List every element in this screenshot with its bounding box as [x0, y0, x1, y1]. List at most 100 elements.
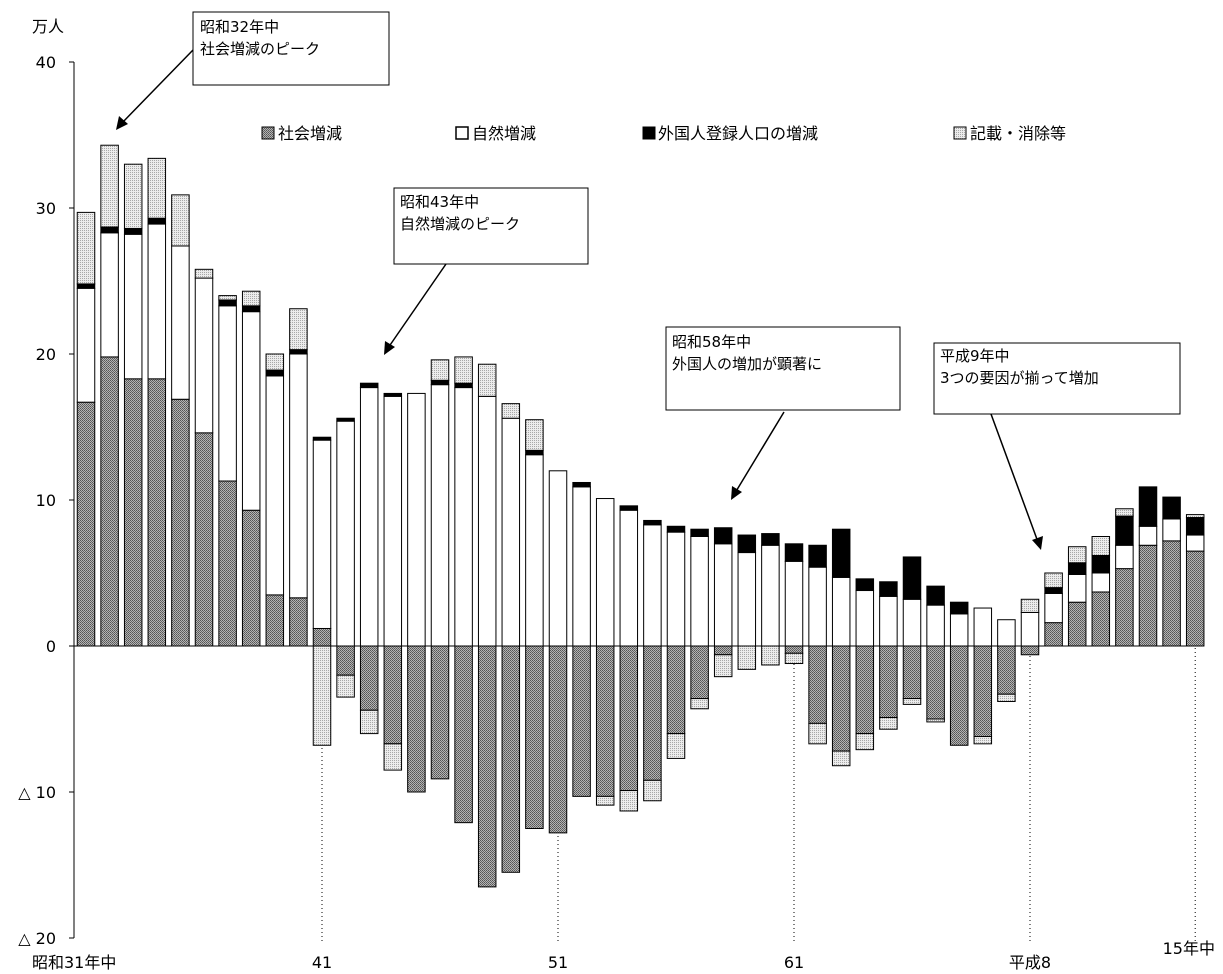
bar-segment-social [171, 398, 190, 647]
bar-segment-natural [997, 619, 1016, 647]
bar-segment-social [265, 594, 285, 647]
y-tick-label: △ 10 [18, 783, 56, 802]
bar-segment-social [1020, 645, 1040, 656]
bar-segment-natural [477, 395, 497, 647]
bar-segment-foreign [123, 227, 143, 235]
bar-segment-foreign [643, 519, 662, 526]
bar-segment-foreign [100, 226, 119, 234]
bar-segment-record [501, 403, 521, 419]
bar-segment-social [477, 645, 497, 888]
bar-segment-social [100, 356, 119, 647]
bars-group [76, 144, 1205, 888]
x-tick-label: 昭和31年中 [32, 953, 116, 972]
bar-segment-social [666, 645, 686, 735]
annotation-2-line1: 昭和43年中 [400, 193, 479, 211]
legend: 社会増減 自然増減 外国人登録人口の増減 記載・消除等 [261, 124, 1066, 143]
bar-segment-record [595, 795, 615, 806]
bar-segment-natural [548, 470, 568, 647]
bar-segment-natural [218, 305, 237, 482]
bar-segment-social [454, 645, 473, 824]
bar-segment-natural [1091, 572, 1111, 593]
annotation-2-line2: 自然増減のピーク [400, 215, 520, 233]
bar-segment-natural [241, 311, 261, 511]
bar-segment-foreign [1044, 587, 1063, 594]
annotation-3-line1: 昭和58年中 [672, 333, 751, 351]
bar-segment-record [100, 144, 119, 228]
bar-segment-social [218, 480, 237, 647]
bar-segment-social [76, 401, 96, 647]
bar-segment-record [359, 709, 379, 735]
x-tick-label: 51 [548, 953, 568, 972]
bar-segment-record [926, 718, 945, 723]
bar-segment-natural [289, 353, 308, 599]
bar-segment-social [548, 645, 568, 834]
bar-segment-foreign [926, 585, 945, 606]
y-axis-ticks: 40 30 20 10 0 △ 10 △ 20 [18, 53, 74, 948]
x-tick-label: 15年中 [1163, 939, 1215, 958]
legend-label-record: 記載・消除等 [970, 124, 1066, 143]
bar-segment-natural [265, 375, 285, 596]
bar-segment-foreign [1115, 515, 1134, 546]
bar-segment-natural [949, 613, 969, 647]
annotation-1-line2: 社会増減のピーク [200, 40, 320, 58]
bar-segment-natural [336, 420, 355, 647]
bar-segment-social [619, 645, 639, 792]
bar-segment-foreign [690, 528, 709, 538]
bar-segment-social [690, 645, 709, 700]
bar-segment-foreign [879, 581, 898, 597]
bar-segment-natural [855, 590, 875, 647]
bar-segment-record [690, 698, 709, 710]
bar-segment-social [312, 627, 332, 647]
x-tick-label: 平成8 [1009, 953, 1051, 972]
bar-segment-foreign [902, 556, 922, 600]
bar-segment-social [926, 645, 945, 720]
bar-segment-social [784, 645, 804, 654]
x-tick-label: 41 [312, 953, 332, 972]
bar-segment-natural [76, 287, 96, 403]
bar-segment-natural [312, 439, 332, 629]
bar-segment-record [265, 353, 285, 371]
bar-segment-social [1067, 601, 1087, 647]
bar-segment-record [336, 674, 355, 698]
bar-segment-social [289, 597, 308, 647]
bar-segment-social [1162, 540, 1181, 647]
bar-segment-record [241, 290, 261, 307]
bar-segment-natural [902, 598, 922, 647]
bar-segment-social [336, 645, 355, 676]
bar-segment-foreign [666, 525, 686, 533]
bar-segment-natural [123, 233, 143, 380]
bar-segment-social [123, 378, 143, 647]
bar-segment-foreign [619, 505, 639, 511]
bar-segment-natural [1162, 518, 1181, 542]
legend-label-foreign: 外国人登録人口の増減 [658, 124, 818, 143]
bar-segment-natural [643, 524, 662, 647]
bar-segment-natural [407, 392, 426, 647]
bar-segment-social [808, 645, 827, 724]
annotation-2-box [393, 187, 589, 265]
bar-segment-foreign [808, 544, 827, 568]
bar-segment-record [123, 163, 143, 229]
bar-segment-natural [808, 566, 827, 647]
bar-segment-foreign [1067, 562, 1087, 575]
y-unit-label: 万人 [32, 17, 64, 36]
bar-segment-record [973, 736, 993, 745]
bar-segment-social [831, 645, 851, 752]
bar-segment-record [289, 308, 308, 351]
annotation-1: 昭和32年中 社会増減のピーク [116, 11, 390, 130]
bar-segment-natural [194, 277, 214, 434]
bar-segment-social [147, 378, 167, 647]
bar-segment-social [1138, 544, 1158, 647]
bar-segment-foreign [359, 382, 379, 389]
annotation-2: 昭和43年中 自然増減のピーク [384, 187, 589, 355]
bar-segment-foreign [831, 528, 851, 578]
bar-segment-foreign [218, 299, 237, 307]
bar-segment-foreign [289, 349, 308, 355]
bar-segment-record [879, 717, 898, 730]
bar-segment-natural [784, 560, 804, 647]
bar-segment-social [1044, 622, 1063, 647]
bar-segment-foreign [784, 543, 804, 562]
bar-segment-natural [1185, 534, 1205, 552]
bar-segment-foreign [525, 449, 544, 456]
bar-segment-record [525, 419, 544, 451]
bar-segment-social [194, 432, 214, 647]
